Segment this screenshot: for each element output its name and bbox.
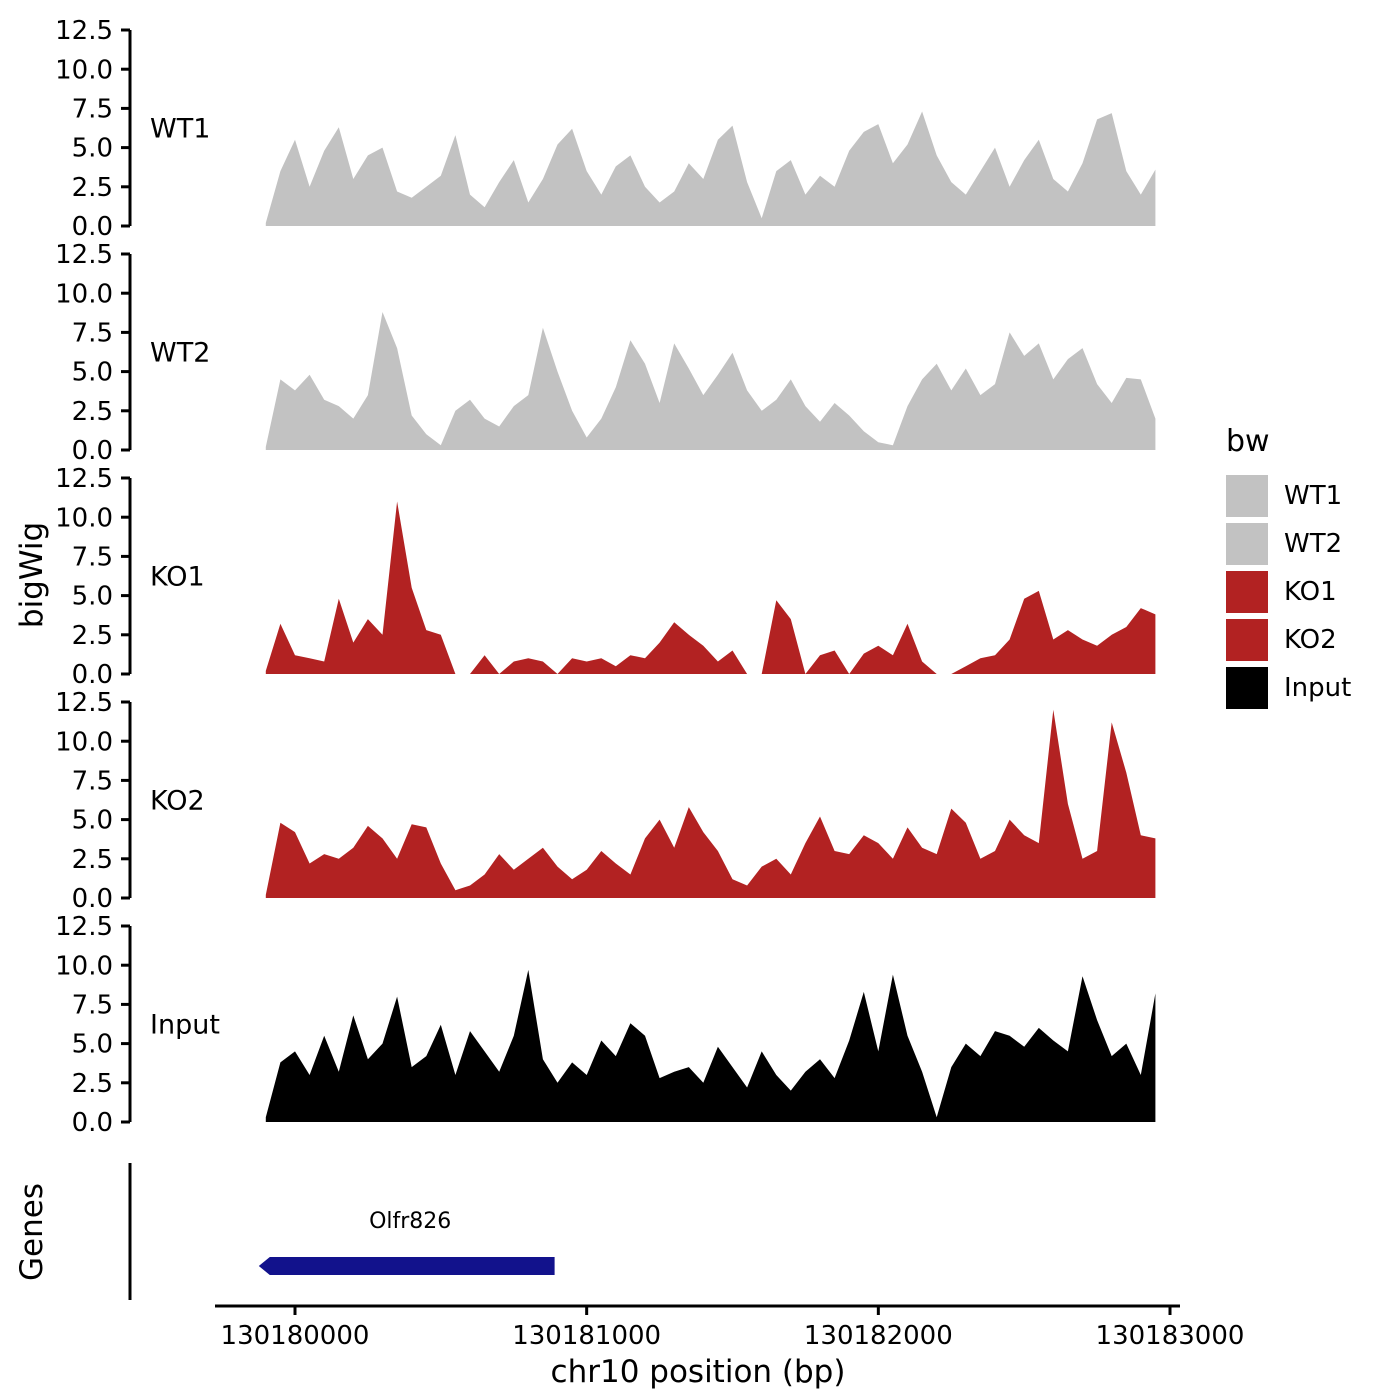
y-tick-label: 10.0 <box>55 279 113 309</box>
legend-label-KO2: KO2 <box>1284 625 1337 655</box>
legend-label-WT2: WT2 <box>1284 529 1343 559</box>
y-tick-label: 7.5 <box>72 767 113 797</box>
y-tick-label: 10.0 <box>55 55 113 85</box>
y-tick-label: 0.0 <box>72 212 113 242</box>
y-tick-label: 12.5 <box>55 16 113 46</box>
y-axis-title: bigWig <box>14 522 50 628</box>
y-tick-label: 2.5 <box>72 621 113 651</box>
y-tick-label: 2.5 <box>72 397 113 427</box>
coverage-area-WT2 <box>265 312 1156 450</box>
y-tick-label: 12.5 <box>55 240 113 270</box>
y-tick-label: 7.5 <box>72 543 113 573</box>
y-tick-label: 10.0 <box>55 503 113 533</box>
y-tick-label: 2.5 <box>72 1069 113 1099</box>
y-tick-label: 7.5 <box>72 991 113 1021</box>
y-tick-label: 12.5 <box>55 912 113 942</box>
legend-item-KO1: KO1 <box>1226 571 1351 613</box>
y-tick-label: 0.0 <box>72 436 113 466</box>
x-axis: 130180000 130181000 130182000 130183000 <box>215 1304 1245 1351</box>
x-tick-label: 130181000 <box>512 1321 661 1351</box>
y-tick-label: 5.0 <box>72 582 113 612</box>
legend-label-WT1: WT1 <box>1284 481 1343 511</box>
legend-label-Input: Input <box>1284 673 1352 703</box>
y-tick-label: 7.5 <box>72 95 113 125</box>
y-tick-label: 0.0 <box>72 1108 113 1138</box>
track-panel-KO1: 0.0 2.5 5.0 7.5 10.0 12.5 KO1 <box>55 464 1156 690</box>
genes-panel-title: Genes <box>14 1183 50 1281</box>
y-tick-label: 7.5 <box>72 319 113 349</box>
y-tick-label: 2.5 <box>72 173 113 203</box>
gene-bar-Olfr826 <box>258 1257 555 1275</box>
legend-label-KO1: KO1 <box>1284 577 1337 607</box>
y-tick-label: 0.0 <box>72 660 113 690</box>
y-tick-label: 5.0 <box>72 358 113 388</box>
track-label-WT1: WT1 <box>150 113 210 144</box>
y-tick-label: 12.5 <box>55 464 113 494</box>
legend-item-KO2: KO2 <box>1226 619 1351 661</box>
track-label-KO1: KO1 <box>150 561 205 592</box>
y-tick-label: 12.5 <box>55 688 113 718</box>
track-panel-WT2: 0.0 2.5 5.0 7.5 10.0 12.5 WT2 <box>55 240 1156 466</box>
coverage-area-WT1 <box>265 111 1156 226</box>
gene-label-Olfr826: Olfr826 <box>369 1209 451 1234</box>
y-tick-label: 2.5 <box>72 845 113 875</box>
legend-item-Input: Input <box>1226 667 1351 709</box>
x-tick-label: 130183000 <box>1096 1321 1245 1351</box>
legend-item-WT1: WT1 <box>1226 475 1351 517</box>
track-label-Input: Input <box>150 1009 220 1040</box>
track-panel-Input: 0.0 2.5 5.0 7.5 10.0 12.5 Input <box>55 912 1156 1138</box>
y-tick-label: 5.0 <box>72 806 113 836</box>
coverage-area-KO2 <box>265 709 1156 898</box>
legend-swatch-Input <box>1226 667 1268 709</box>
y-tick-label: 10.0 <box>55 951 113 981</box>
legend-items: WT1 WT2 KO1 KO2 Input <box>1226 475 1351 709</box>
track-panel-KO2: 0.0 2.5 5.0 7.5 10.0 12.5 KO2 <box>55 688 1156 914</box>
x-tick-label: 130182000 <box>804 1321 953 1351</box>
legend-swatch-KO2 <box>1226 619 1268 661</box>
legend-swatch-WT2 <box>1226 523 1268 565</box>
track-label-WT2: WT2 <box>150 337 210 368</box>
y-tick-label: 5.0 <box>72 134 113 164</box>
legend-swatch-KO1 <box>1226 571 1268 613</box>
tracks-layer: 0.0 2.5 5.0 7.5 10.0 12.5 WT1 0.0 2.5 5.0 7.5 10.0 1… <box>55 16 1156 1138</box>
legend-swatch-WT1 <box>1226 475 1268 517</box>
y-tick-label: 10.0 <box>55 727 113 757</box>
y-tick-label: 0.0 <box>72 884 113 914</box>
coverage-area-Input <box>265 969 1156 1122</box>
legend: bw WT1 WT2 KO1 KO2 Input <box>1226 424 1351 715</box>
legend-title: bw <box>1226 424 1270 459</box>
genes-layer: Olfr826 <box>128 1163 555 1300</box>
track-label-KO2: KO2 <box>150 785 205 816</box>
coverage-area-KO1 <box>265 501 1156 674</box>
legend-item-WT2: WT2 <box>1226 523 1351 565</box>
y-tick-label: 5.0 <box>72 1030 113 1060</box>
x-axis-title: chr10 position (bp) <box>551 1354 846 1390</box>
x-tick-label: 130180000 <box>221 1321 370 1351</box>
track-panel-WT1: 0.0 2.5 5.0 7.5 10.0 12.5 WT1 <box>55 16 1156 242</box>
